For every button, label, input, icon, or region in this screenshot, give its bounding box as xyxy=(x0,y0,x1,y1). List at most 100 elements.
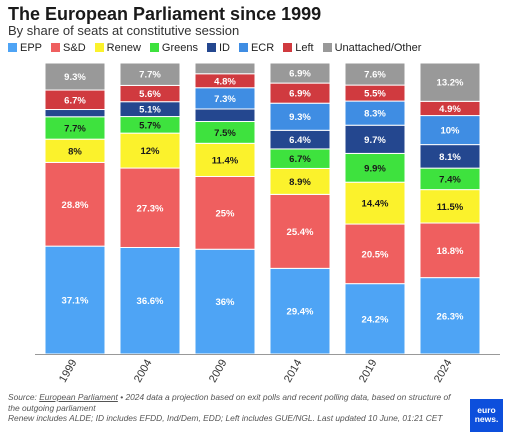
logo-line-2: news. xyxy=(474,413,499,424)
segment-ecr-2014 xyxy=(269,102,331,131)
data-label-ecr-2009: 7.3% xyxy=(214,94,236,105)
legend-swatch-s-d xyxy=(51,43,61,52)
legend-label-left: Left xyxy=(295,42,314,54)
legend-swatch-unattached-other xyxy=(322,43,332,52)
euronews-logo: euro news. xyxy=(470,399,503,432)
data-label-s-d-2004: 27.3% xyxy=(137,203,164,214)
segment-unattached-other-2004 xyxy=(119,62,181,86)
chart-subtitle: By share of seats at constitutive sessio… xyxy=(8,23,240,38)
segment-s-d-2009 xyxy=(194,175,256,250)
data-label-unattached-other-1999: 9.3% xyxy=(64,72,86,83)
legend-label-ecr: ECR xyxy=(250,42,275,54)
segment-ecr-2024 xyxy=(419,115,481,146)
legend-item-epp: EPP xyxy=(8,41,42,55)
data-label-renew-2009: 11.4% xyxy=(212,155,239,166)
logo-line-1: euro xyxy=(477,405,496,415)
legend-label-renew: Renew xyxy=(106,42,141,54)
data-label-unattached-other-2004: 7.7% xyxy=(139,70,161,81)
data-label-greens-2009: 7.5% xyxy=(214,128,236,139)
group-definitions-note: Renew includes ALDE; ID includes EFDD, I… xyxy=(8,413,443,423)
data-label-renew-1999: 8% xyxy=(68,146,82,157)
data-label-epp-2009: 36% xyxy=(215,297,235,308)
legend-item-unattached-other: Unattached/Other xyxy=(322,41,422,55)
data-label-greens-2014: 6.7% xyxy=(289,154,311,165)
data-label-unattached-other-2014: 6.9% xyxy=(289,69,311,80)
segment-id-1999 xyxy=(44,109,106,118)
legend-label-unattached-other: Unattached/Other xyxy=(334,42,422,54)
data-label-renew-2019: 14.4% xyxy=(362,199,389,210)
legend: EPP S&D Renew Greens ID ECR Left Unattached/Oth… xyxy=(8,41,430,55)
segment-epp-2009 xyxy=(194,248,256,355)
segment-renew-2009 xyxy=(194,142,256,177)
data-label-left-2014: 6.9% xyxy=(289,89,311,100)
data-label-id-2004: 5.1% xyxy=(139,105,161,116)
source-link[interactable]: European Parliament xyxy=(39,392,118,402)
data-label-epp-2014: 29.4% xyxy=(287,307,314,318)
source-note: Source: European Parliament • 2024 data … xyxy=(8,392,460,413)
data-label-epp-2004: 36.6% xyxy=(137,296,164,307)
segment-renew-2019 xyxy=(344,181,406,225)
segment-s-d-2019 xyxy=(344,223,406,285)
data-label-id-2019: 9.7% xyxy=(364,135,386,146)
data-label-left-2024: 4.9% xyxy=(439,104,461,115)
data-label-ecr-2019: 8.3% xyxy=(364,109,386,120)
data-label-epp-2024: 26.3% xyxy=(437,311,464,322)
segment-greens-2019 xyxy=(344,152,406,183)
bar-2024: 26.3% 18.8% 11.5% 7.4% 8.1% 10% 4.9% 13.2% xyxy=(419,62,481,355)
bar-1999: 37.1% 28.8% 8% 7.7% 6.7% 9.3% xyxy=(44,62,106,355)
data-label-renew-2024: 11.5% xyxy=(437,202,464,213)
segment-unattached-other-2024 xyxy=(419,62,481,102)
footer-notes: Source: European Parliament • 2024 data … xyxy=(8,392,460,424)
source-label: Source: xyxy=(8,392,40,402)
projection-note: • 2024 data a projection based on exit p… xyxy=(8,392,451,413)
data-label-s-d-2024: 18.8% xyxy=(437,246,464,257)
segment-epp-2004 xyxy=(119,246,181,355)
legend-swatch-ecr xyxy=(238,43,248,52)
segment-unattached-other-1999 xyxy=(44,62,106,91)
legend-item-left: Left xyxy=(283,41,314,55)
segment-unattached-other-2019 xyxy=(344,62,406,86)
data-label-id-2024: 8.1% xyxy=(439,152,461,163)
data-label-s-d-2009: 25% xyxy=(215,208,235,219)
legend-item-id: ID xyxy=(206,41,230,55)
data-label-left-2009: 4.8% xyxy=(214,76,236,87)
segment-renew-2004 xyxy=(119,132,181,169)
legend-item-renew: Renew xyxy=(94,41,141,55)
data-label-epp-2019: 24.2% xyxy=(362,314,389,325)
bar-2009: 36% 25% 11.4% 7.5% 7.3% 4.8% xyxy=(194,62,256,355)
segment-epp-2024 xyxy=(419,277,481,355)
data-label-left-2019: 5.5% xyxy=(364,89,386,100)
x-tick-label-2004: 2004 xyxy=(132,358,155,385)
legend-label-greens: Greens xyxy=(161,42,198,54)
segment-unattached-other-2014 xyxy=(269,62,331,84)
data-label-unattached-other-2019: 7.6% xyxy=(364,70,386,81)
data-label-s-d-2014: 25.4% xyxy=(287,227,314,238)
segment-unattached-other-2009 xyxy=(194,62,256,75)
data-label-greens-2019: 9.9% xyxy=(364,163,386,174)
legend-swatch-renew xyxy=(94,43,104,52)
x-tick-label-1999: 1999 xyxy=(57,358,80,385)
segment-id-2009 xyxy=(194,108,256,122)
data-label-s-d-2019: 20.5% xyxy=(362,249,389,260)
x-tick-label-2024: 2024 xyxy=(432,358,455,385)
legend-item-s-d: S&D xyxy=(51,41,86,55)
legend-label-s-d: S&D xyxy=(63,42,86,54)
data-label-ecr-2014: 9.3% xyxy=(289,112,311,123)
legend-item-ecr: ECR xyxy=(238,41,275,55)
stacked-bar-chart: 37.1% 28.8% 8% 7.7% 6.7% 9.3% 1999 36.6% 27.3% 12… xyxy=(35,62,500,385)
legend-swatch-left xyxy=(283,43,293,52)
legend-label-id: ID xyxy=(218,42,230,54)
segment-s-d-2004 xyxy=(119,167,181,248)
x-tick-label-2009: 2009 xyxy=(207,358,230,385)
data-label-s-d-1999: 28.8% xyxy=(62,200,89,211)
data-label-renew-2004: 12% xyxy=(140,146,160,157)
legend-label-epp: EPP xyxy=(20,42,43,54)
data-label-epp-1999: 37.1% xyxy=(62,296,89,307)
data-label-greens-1999: 7.7% xyxy=(64,123,86,134)
segment-epp-2019 xyxy=(344,283,406,355)
legend-swatch-epp xyxy=(8,43,17,52)
legend-swatch-greens xyxy=(149,43,159,52)
x-tick-label-2019: 2019 xyxy=(357,358,380,385)
data-label-greens-2004: 5.7% xyxy=(139,120,161,131)
data-label-ecr-2024: 10% xyxy=(440,126,460,137)
